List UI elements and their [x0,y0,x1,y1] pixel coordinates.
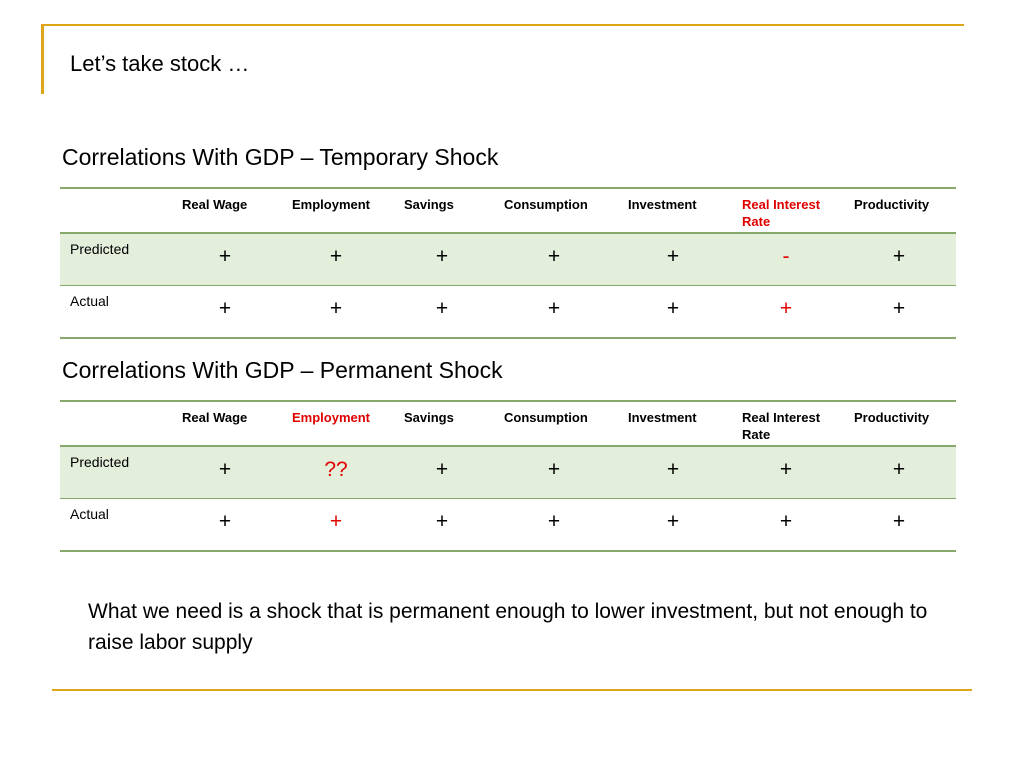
cell-predicted-investment: + [616,233,730,286]
cell-actual-savings: + [435,510,449,533]
header-row: Real Wage Employment Savings Consumption Inv… [60,401,956,447]
column-header-consumption: Consumption [492,401,616,447]
header-corner [60,188,170,234]
permanent-shock-title: Correlations With GDP – Permanent Shock [62,357,503,383]
cell-predicted-productivity: + [842,446,956,499]
cell-actual-investment: + [666,510,680,533]
cell-predicted-real-interest-rate: + [730,446,842,499]
column-header-consumption: Consumption [492,188,616,234]
cell-actual-employment: + [329,297,343,320]
row-label: Actual [70,506,109,522]
temporary-shock-title: Correlations With GDP – Temporary Shock [62,144,499,170]
column-header-investment: Investment [616,188,730,234]
cell-predicted-real-wage: + [170,446,280,499]
row-label: Predicted [60,446,170,499]
temporary-shock-table: Real Wage Employment Savings Consumption Inv… [60,187,956,339]
column-header-investment: Investment [616,401,730,447]
cell-predicted-real-interest-rate: - [730,233,842,286]
column-header-employment: Employment [280,401,392,447]
column-header-real-interest-rate: Real Interest Rate [730,188,842,234]
cell-actual-investment: + [666,297,680,320]
table-row-actual: Actual + + + + + + + [60,499,956,552]
cell-actual-employment: + [329,510,343,533]
slide-title: Let’s take stock … [70,51,250,76]
cell-predicted-consumption: + [492,233,616,286]
column-header-real-interest-rate: Real Interest Rate [730,401,842,447]
cell-actual-real-interest-rate: + [779,510,793,533]
cell-predicted-investment: + [616,446,730,499]
cell-predicted-productivity: + [842,233,956,286]
cell-predicted-employment: + [280,233,392,286]
permanent-shock-table: Real Wage Employment Savings Consumption Inv… [60,400,956,552]
cell-predicted-employment: ?? [280,446,392,499]
cell-actual-consumption: + [547,510,561,533]
cell-actual-savings: + [435,297,449,320]
cell-actual-real-wage: + [218,297,232,320]
cell-predicted-real-wage: + [170,233,280,286]
column-header-savings: Savings [392,188,492,234]
accent-rule-top [44,24,964,26]
column-header-employment: Employment [280,188,392,234]
cell-predicted-savings: + [392,446,492,499]
cell-actual-productivity: + [892,297,906,320]
column-header-real-wage: Real Wage [170,401,280,447]
column-header-productivity: Productivity [842,188,956,234]
accent-bar-vertical [41,24,44,94]
table-row-predicted: Predicted +?? + + + + + [60,446,956,499]
conclusion-text: What we need is a shock that is permanen… [88,600,928,654]
header-corner [60,401,170,447]
cell-predicted-savings: + [392,233,492,286]
column-header-real-wage: Real Wage [170,188,280,234]
cell-actual-productivity: + [892,510,906,533]
cell-actual-real-interest-rate: + [779,297,793,320]
column-header-savings: Savings [392,401,492,447]
accent-rule-bottom [52,689,972,691]
row-label: Predicted [60,233,170,286]
column-header-productivity: Productivity [842,401,956,447]
cell-actual-real-wage: + [218,510,232,533]
cell-predicted-consumption: + [492,446,616,499]
header-row: Real Wage Employment Savings Consumption Inv… [60,188,956,234]
table-row-actual: Actual + + + + + + + [60,286,956,339]
cell-actual-consumption: + [547,297,561,320]
table-row-predicted: Predicted + + + + + - + [60,233,956,286]
row-label: Actual [70,293,109,309]
